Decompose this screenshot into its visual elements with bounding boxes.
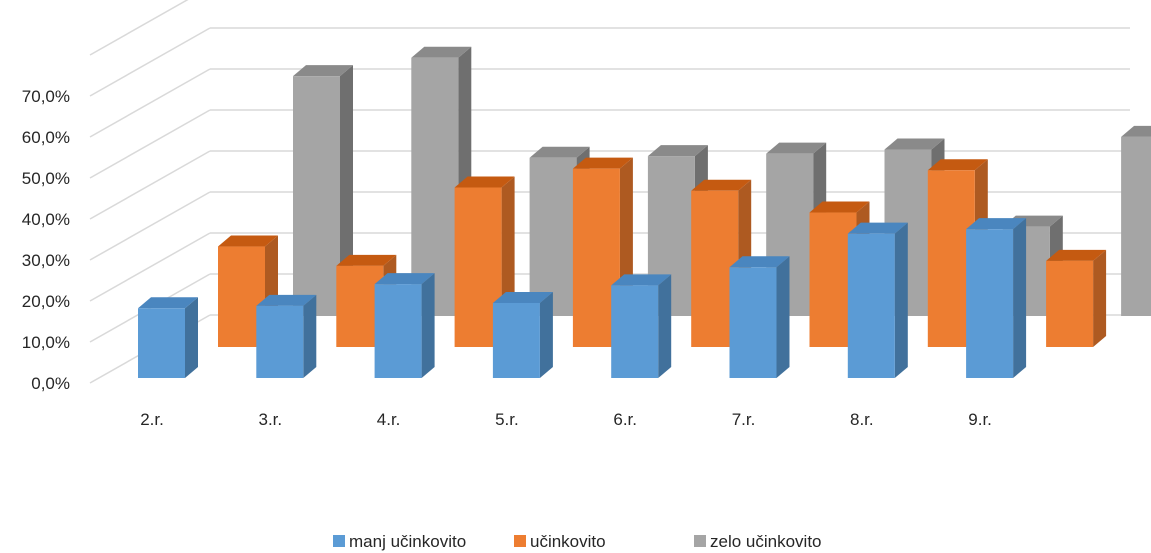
bar-top xyxy=(492,291,553,303)
legend-swatch xyxy=(333,535,345,547)
y-tick-label: 50,0% xyxy=(22,169,70,188)
category-label: 7.r. xyxy=(732,410,756,429)
bar-side xyxy=(1013,218,1027,378)
legend-item: učinkovito xyxy=(514,532,606,551)
bar-top xyxy=(766,142,827,154)
bar-top xyxy=(1121,125,1151,137)
legend-item: zelo učinkovito xyxy=(694,532,822,551)
legend-item: manj učinkovito xyxy=(333,532,466,551)
bar-top xyxy=(454,176,515,188)
category-label: 9.r. xyxy=(968,410,992,429)
bar-top xyxy=(293,65,353,77)
bar-0-2.r. xyxy=(138,297,198,378)
bar-front xyxy=(256,305,304,378)
y-tick-label: 10,0% xyxy=(22,333,70,352)
y-tick-label: 60,0% xyxy=(22,128,70,147)
legend-label: zelo učinkovito xyxy=(710,532,822,551)
gridline-left xyxy=(89,27,211,97)
bar-side xyxy=(1093,249,1107,347)
bar-top xyxy=(411,46,472,58)
bar-top xyxy=(884,138,945,150)
bar-front xyxy=(847,233,895,378)
gridline-left xyxy=(89,109,211,179)
bar-front xyxy=(1121,136,1151,316)
bar-side xyxy=(421,273,435,378)
bar-top xyxy=(336,254,397,266)
category-label: 5.r. xyxy=(495,410,519,429)
bar-top xyxy=(966,218,1027,230)
bar-0-6.r. xyxy=(611,274,672,378)
bar-top xyxy=(691,179,752,191)
bar-top xyxy=(572,157,633,169)
bar-top xyxy=(218,235,278,247)
y-axis-tick-labels: 0,0% 10,0% 20,0% 30,0% 40,0% 50,0% 60,0% 70,0% xyxy=(22,87,70,393)
bar-0-9.r. xyxy=(966,218,1027,378)
bar-top xyxy=(529,146,590,158)
bar-0-7.r. xyxy=(729,256,790,378)
bar-top xyxy=(1046,249,1107,261)
gridline-left xyxy=(89,191,211,261)
y-tick-label: 70,0% xyxy=(22,87,70,106)
bar-top xyxy=(847,222,908,234)
category-label: 2.r. xyxy=(140,410,164,429)
bar-side xyxy=(303,294,317,378)
bar-1-9.r. xyxy=(1046,249,1107,347)
bar-front xyxy=(138,308,185,378)
bar-side xyxy=(894,222,908,378)
bar-2-9.r. xyxy=(1121,125,1151,316)
gridline-left xyxy=(89,0,189,56)
bar-0-5.r. xyxy=(492,291,553,378)
bar-top xyxy=(138,297,198,309)
bar-side xyxy=(185,297,198,378)
bar-side xyxy=(340,65,353,317)
bar-top xyxy=(927,159,988,171)
bar-top xyxy=(256,294,317,306)
bar-front xyxy=(411,57,459,316)
gridline-left xyxy=(89,150,211,220)
bar-front xyxy=(729,267,777,378)
bar-0-3.r. xyxy=(256,294,317,378)
legend-label: učinkovito xyxy=(530,532,606,551)
y-tick-label: 0,0% xyxy=(31,374,70,393)
bar-top xyxy=(647,145,708,157)
bar-front xyxy=(293,76,340,317)
legend-swatch xyxy=(514,535,526,547)
category-label: 6.r. xyxy=(613,410,637,429)
category-label: 3.r. xyxy=(258,410,282,429)
bars xyxy=(138,46,1151,378)
bar-front xyxy=(492,302,540,378)
y-tick-label: 20,0% xyxy=(22,292,70,311)
bar-front xyxy=(1046,260,1094,347)
category-label: 8.r. xyxy=(850,410,874,429)
bar-side xyxy=(658,274,672,378)
y-tick-label: 30,0% xyxy=(22,251,70,270)
bar-front xyxy=(966,229,1014,378)
bar-0-8.r. xyxy=(847,222,908,378)
gridline-left xyxy=(89,232,211,302)
legend-label: manj učinkovito xyxy=(349,532,466,551)
bar-0-4.r. xyxy=(374,273,435,378)
bar-side xyxy=(539,291,553,378)
category-label: 4.r. xyxy=(377,410,401,429)
bar-1-2.r. xyxy=(218,235,278,347)
bar-front xyxy=(374,284,422,378)
bar-side xyxy=(776,256,790,378)
legend: manj učinkovito učinkovito zelo učinkovito xyxy=(333,532,822,551)
bar-top xyxy=(374,273,435,285)
bar-front xyxy=(529,157,577,316)
legend-swatch xyxy=(694,535,706,547)
bar-top xyxy=(611,274,672,286)
gridline-left xyxy=(89,68,211,138)
bar-top xyxy=(729,256,790,268)
bar-top xyxy=(809,201,870,213)
y-tick-label: 40,0% xyxy=(22,210,70,229)
bar-front xyxy=(611,285,659,378)
bar-2-2.r. xyxy=(293,65,353,317)
x-axis-category-labels: 2.r. 3.r. 4.r. 5.r. 6.r. 7.r. 8.r. 9.r. xyxy=(140,410,992,429)
